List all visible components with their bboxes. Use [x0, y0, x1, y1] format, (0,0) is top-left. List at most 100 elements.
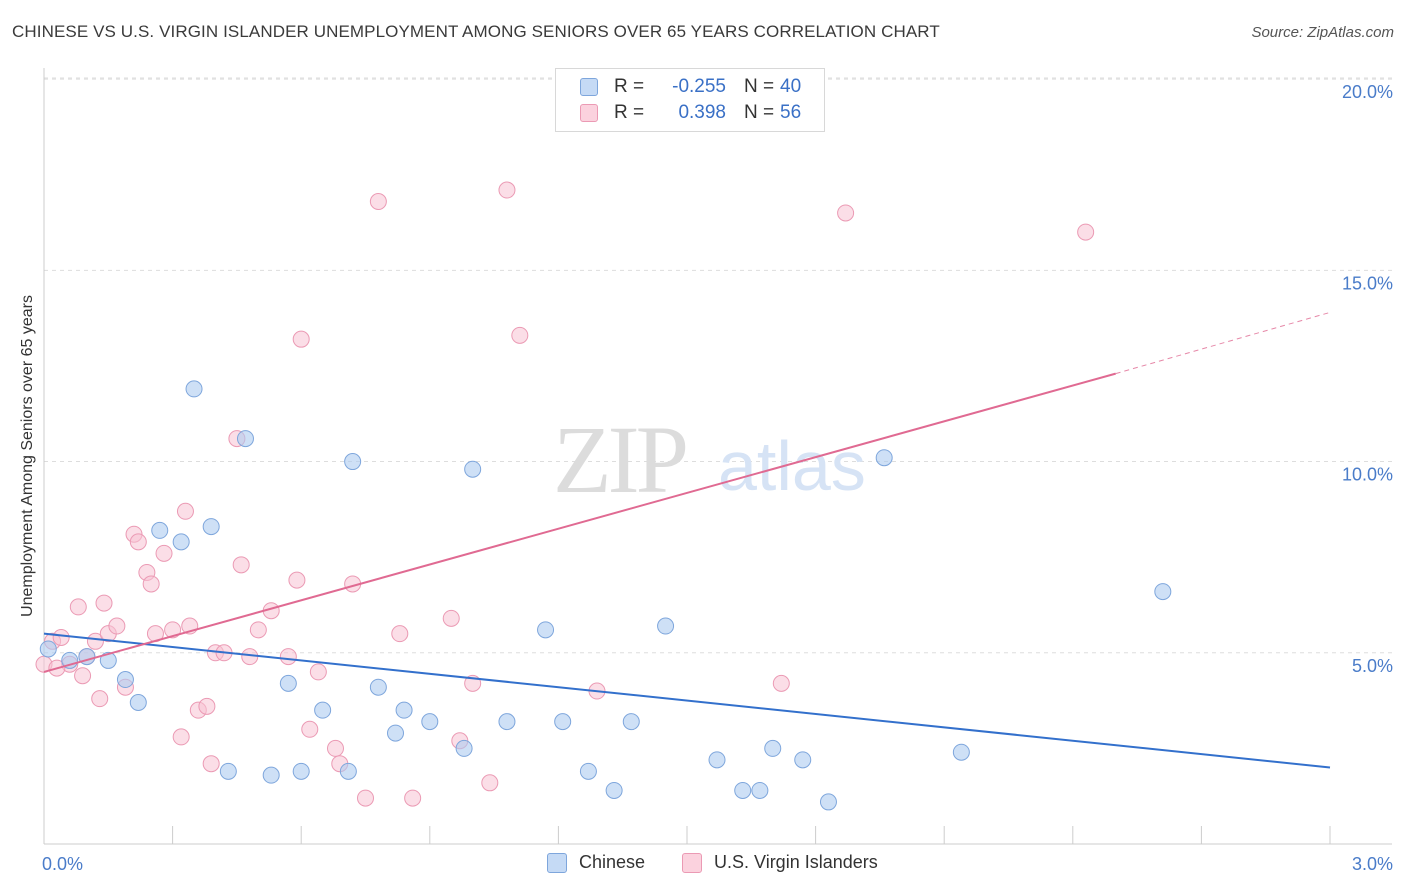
y-axis-label: Unemployment Among Seniors over 65 years	[19, 295, 36, 617]
watermark-atlas: atlas	[718, 427, 866, 505]
legend-r-value-vi: 0.398	[678, 102, 726, 123]
point-vi	[202, 755, 220, 773]
point-chinese	[622, 713, 640, 731]
point-chinese	[657, 617, 675, 635]
point-chinese	[292, 762, 310, 780]
point-chinese	[579, 762, 597, 780]
bottom-legend-swatch-vi	[682, 852, 702, 873]
trend-line-vi	[43, 372, 1116, 673]
point-chinese	[151, 521, 169, 539]
point-chinese	[421, 713, 439, 731]
point-vi	[369, 193, 387, 211]
point-vi	[326, 739, 344, 757]
point-vi	[288, 571, 306, 589]
y-tick-label: 5.0%	[1352, 656, 1393, 676]
legend-n-value-chinese: 40	[780, 76, 802, 97]
legend-r-value-chinese: -0.255	[672, 76, 726, 97]
point-chinese	[369, 678, 387, 696]
legend-n-value-vi: 56	[780, 102, 802, 123]
bottom-legend-vi: U.S. Virgin Islanders	[682, 852, 878, 873]
point-chinese	[537, 621, 555, 639]
point-chinese	[344, 453, 362, 471]
bottom-legend: Chinese U.S. Virgin Islanders	[0, 852, 1406, 876]
point-vi	[279, 648, 297, 666]
point-vi	[391, 625, 409, 643]
point-chinese	[339, 762, 357, 780]
point-chinese	[279, 674, 297, 692]
point-vi	[481, 774, 499, 792]
point-chinese	[395, 701, 413, 719]
point-vi	[198, 697, 216, 715]
point-chinese	[185, 380, 203, 398]
axes	[43, 68, 1392, 845]
point-chinese	[262, 766, 280, 784]
point-chinese	[952, 743, 970, 761]
point-chinese	[236, 430, 254, 448]
point-vi	[155, 544, 173, 562]
point-chinese	[455, 739, 473, 757]
legend-row-chinese: R = -0.255 N = 40	[580, 75, 801, 99]
point-vi	[357, 789, 374, 807]
point-vi	[1077, 223, 1095, 241]
point-chinese	[202, 518, 220, 536]
series-vi-points	[35, 181, 1095, 807]
legend: R = -0.255 N = 40 R = 0.398 N = 56	[555, 68, 825, 132]
point-vi	[837, 204, 855, 222]
point-chinese	[172, 533, 190, 551]
bottom-legend-label-chinese: Chinese	[579, 852, 646, 872]
y-tick-label: 20.0%	[1342, 82, 1393, 102]
trend-line-chinese	[43, 632, 1331, 769]
legend-swatch-chinese	[580, 78, 598, 96]
legend-n-label: N =	[744, 102, 775, 123]
trend-line-vi-extension	[1115, 311, 1331, 375]
tick-labels: 5.0% 10.0% 15.0% 20.0% 0.0% 3.0%	[42, 82, 1393, 874]
bottom-legend-swatch-chinese	[547, 852, 567, 873]
point-chinese	[764, 739, 782, 757]
point-chinese	[794, 751, 812, 769]
point-vi	[309, 663, 327, 681]
point-chinese	[39, 640, 57, 658]
point-vi	[129, 533, 147, 551]
x-tick-label-max: 3.0%	[1352, 854, 1393, 874]
point-chinese	[875, 449, 893, 467]
point-chinese	[219, 762, 237, 780]
point-chinese	[129, 693, 147, 711]
point-chinese	[116, 671, 134, 689]
point-vi	[498, 181, 516, 199]
point-vi	[511, 326, 529, 344]
watermark: ZIP atlas	[553, 406, 866, 513]
point-vi	[172, 728, 190, 746]
point-vi	[69, 598, 87, 616]
point-chinese	[734, 781, 752, 799]
point-vi	[404, 789, 422, 807]
point-chinese	[819, 793, 837, 811]
point-vi	[301, 720, 319, 738]
point-chinese	[708, 751, 726, 769]
point-vi	[86, 632, 104, 650]
y-tick-label: 10.0%	[1342, 465, 1393, 485]
bottom-legend-chinese: Chinese	[547, 852, 645, 873]
legend-n-label: N =	[744, 76, 775, 97]
point-vi	[74, 667, 92, 685]
point-chinese	[1154, 583, 1172, 601]
trend-lines	[43, 311, 1331, 769]
legend-swatch-vi	[580, 104, 598, 122]
point-vi	[772, 674, 790, 692]
source-label: Source: ZipAtlas.com	[1251, 24, 1394, 41]
legend-row-vi: R = 0.398 N = 56	[580, 101, 801, 125]
point-vi	[164, 621, 182, 639]
point-chinese	[314, 701, 332, 719]
point-vi	[95, 594, 113, 612]
point-chinese	[751, 781, 769, 799]
point-vi	[52, 628, 70, 646]
series-chinese-points	[39, 380, 1172, 811]
point-chinese	[605, 781, 623, 799]
point-chinese	[99, 651, 117, 669]
point-vi	[232, 556, 250, 574]
point-vi	[249, 621, 267, 639]
point-chinese	[464, 460, 482, 478]
point-vi	[442, 609, 460, 627]
watermark-zip: ZIP	[553, 406, 686, 513]
x-tick-label-min: 0.0%	[42, 854, 83, 874]
